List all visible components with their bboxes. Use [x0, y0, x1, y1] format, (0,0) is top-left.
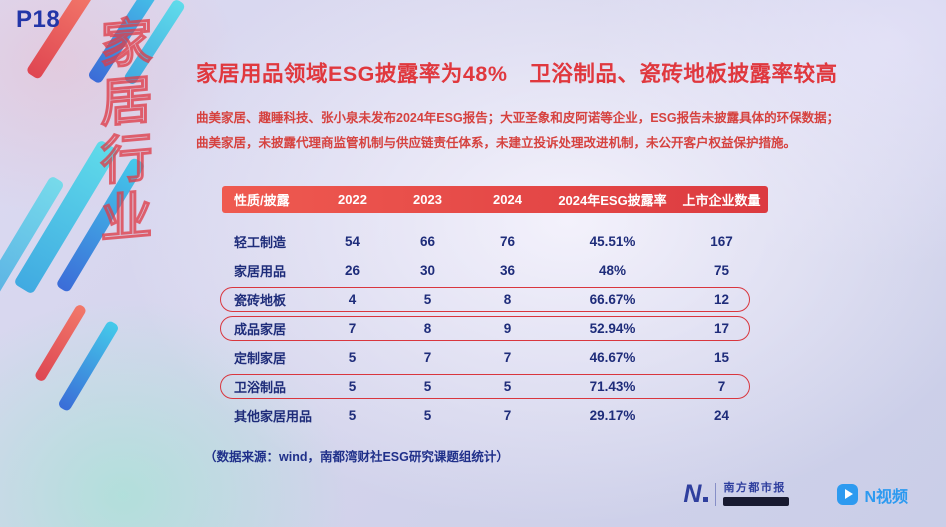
row-label: 卫浴制品	[234, 380, 287, 395]
cell-2022: 5	[348, 350, 357, 365]
col-header-2024: 2024	[493, 192, 522, 207]
cell-2022: 5	[348, 379, 357, 394]
footer-brand-area: N 南方都市报 N视频	[683, 482, 908, 507]
row-label: 定制家居	[234, 351, 287, 366]
cell-2024: 76	[499, 234, 516, 249]
subtitle-line-1: 曲美家居、趣睡科技、张小泉未发布2024年ESG报告；大亚圣象和皮阿诺等企业，E…	[196, 111, 840, 125]
cell-2022: 7	[348, 321, 357, 336]
page-number: P18	[16, 6, 61, 33]
cell-esg-rate: 66.67%	[589, 292, 636, 307]
row-label: 其他家居用品	[234, 409, 313, 424]
cell-2023: 5	[423, 292, 432, 307]
nvideo-logo-name: N视频	[864, 488, 908, 506]
cell-esg-rate: 48%	[598, 263, 627, 278]
cell-2024: 9	[503, 321, 512, 336]
cell-2023: 7	[423, 350, 432, 365]
cell-esg-rate: 71.43%	[589, 379, 636, 394]
nandu-logo-badge	[723, 497, 790, 506]
cell-2023: 66	[419, 234, 436, 249]
table-header-row: 性质/披露 2022 2023 2024 2024年ESG披露率 上市企业数量	[222, 186, 768, 213]
table-row: 成品家居 7 8 9 52.94% 17	[220, 314, 768, 343]
cell-2024: 7	[503, 350, 512, 365]
cell-2023: 30	[419, 263, 436, 278]
slide-content: 家居用品领域ESG披露率为48% 卫浴制品、瓷砖地板披露率较高 曲美家居、趣睡科…	[196, 57, 896, 465]
esg-disclosure-table: 性质/披露 2022 2023 2024 2024年ESG披露率 上市企业数量 …	[220, 186, 768, 430]
nandu-logo-dot	[703, 497, 709, 502]
nvideo-play-icon	[837, 484, 859, 505]
col-header-category: 性质/披露	[234, 193, 290, 208]
data-source-note: （数据来源：wind，南都湾财社ESG研究课题组统计）	[204, 450, 509, 464]
cell-2023: 5	[423, 379, 432, 394]
subtitle-line-2: 曲美家居，未披露代理商监管机制与供应链责任体系，未建立投诉处理改进机制，未公开客…	[196, 136, 797, 150]
cell-esg-rate: 45.51%	[589, 234, 636, 249]
nandu-logo-name: 南方都市报	[723, 482, 786, 494]
subtitle-block: 曲美家居、趣睡科技、张小泉未发布2024年ESG报告；大亚圣象和皮阿诺等企业，E…	[196, 106, 896, 156]
cell-2024: 7	[503, 408, 512, 423]
cell-company-count: 7	[717, 379, 726, 394]
cell-company-count: 12	[713, 292, 730, 307]
cell-2024: 8	[503, 292, 512, 307]
nandu-logo-mark: N	[683, 482, 709, 507]
side-watermark-text: 家居行业	[90, 13, 152, 252]
table-row: 家居用品 26 30 36 48% 75	[222, 256, 768, 285]
cell-2022: 5	[348, 408, 357, 423]
col-header-2022: 2022	[338, 192, 367, 207]
nandu-logo-text: 南方都市报	[715, 482, 790, 506]
cell-esg-rate: 52.94%	[589, 321, 636, 336]
row-label: 轻工制造	[234, 235, 287, 250]
cell-esg-rate: 46.67%	[589, 350, 636, 365]
cell-2024: 36	[499, 263, 516, 278]
table-row: 其他家居用品 5 5 7 29.17% 24	[222, 401, 768, 430]
cell-2022: 4	[348, 292, 357, 307]
table-row: 轻工制造 54 66 76 45.51% 167	[222, 227, 768, 256]
cell-company-count: 24	[713, 408, 730, 423]
cell-company-count: 17	[713, 321, 730, 336]
col-header-listed-companies: 上市企业数量	[682, 193, 761, 208]
cell-company-count: 75	[713, 263, 730, 278]
cell-2023: 5	[423, 408, 432, 423]
nvideo-logo: N视频	[837, 483, 908, 507]
nandu-logo: N 南方都市报	[683, 482, 790, 507]
col-header-esg-rate: 2024年ESG披露率	[558, 193, 667, 208]
cell-2023: 8	[423, 321, 432, 336]
cell-2022: 54	[344, 234, 361, 249]
row-label: 成品家居	[234, 322, 287, 337]
cell-esg-rate: 29.17%	[589, 408, 636, 423]
row-label: 瓷砖地板	[234, 293, 287, 308]
table-row: 定制家居 5 7 7 46.67% 15	[222, 343, 768, 372]
table-body: 轻工制造 54 66 76 45.51% 167 家居用品 26 30 36 4…	[220, 227, 768, 430]
table-row: 瓷砖地板 4 5 8 66.67% 12	[220, 285, 768, 314]
cell-2024: 5	[503, 379, 512, 394]
col-header-2023: 2023	[413, 192, 442, 207]
row-label: 家居用品	[234, 264, 287, 279]
cell-company-count: 15	[713, 350, 730, 365]
cell-company-count: 167	[710, 234, 733, 249]
cell-2022: 26	[344, 263, 361, 278]
table-row: 卫浴制品 5 5 5 71.43% 7	[220, 372, 768, 401]
slide-title: 家居用品领域ESG披露率为48% 卫浴制品、瓷砖地板披露率较高	[196, 62, 838, 86]
